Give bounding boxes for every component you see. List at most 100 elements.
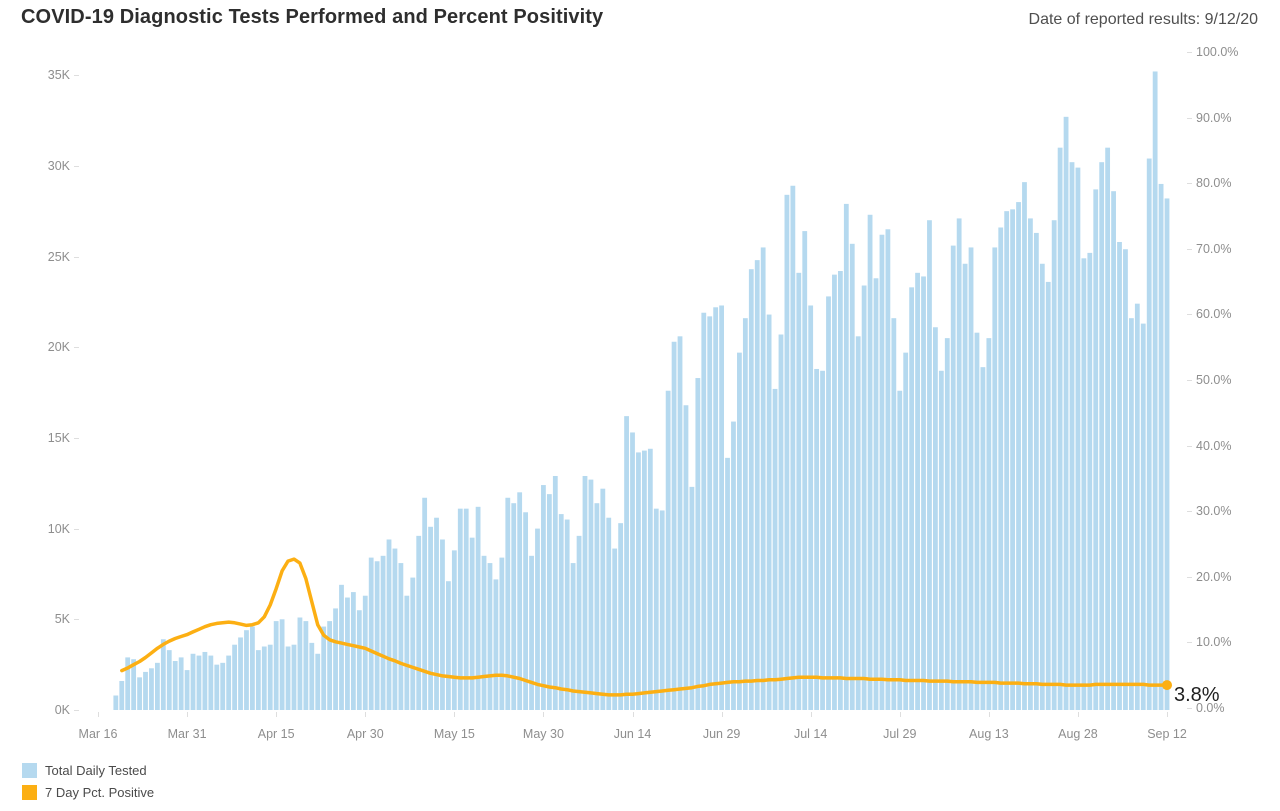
- tested-bar[interactable]: [232, 644, 237, 710]
- tested-bar[interactable]: [327, 621, 333, 710]
- tested-bar[interactable]: [790, 185, 796, 710]
- tested-bar[interactable]: [707, 316, 713, 710]
- tested-bar[interactable]: [588, 479, 594, 710]
- tested-bar[interactable]: [772, 388, 778, 710]
- tested-bar[interactable]: [731, 421, 736, 710]
- tested-bar[interactable]: [113, 695, 119, 710]
- tested-bar[interactable]: [903, 352, 909, 710]
- tested-bar[interactable]: [885, 229, 891, 711]
- tested-bar[interactable]: [737, 352, 742, 710]
- tested-bar[interactable]: [440, 539, 445, 710]
- tested-bar[interactable]: [956, 218, 962, 710]
- tested-bar[interactable]: [131, 659, 137, 710]
- tested-bar[interactable]: [950, 245, 956, 710]
- tested-bar[interactable]: [1123, 249, 1128, 711]
- tested-bar[interactable]: [909, 287, 915, 710]
- tested-bar[interactable]: [1152, 71, 1158, 711]
- tested-bar[interactable]: [214, 664, 220, 710]
- tested-bar[interactable]: [267, 644, 273, 710]
- tested-bar[interactable]: [535, 528, 540, 710]
- tested-bar[interactable]: [725, 457, 730, 710]
- tested-bar[interactable]: [422, 497, 428, 710]
- tested-bar[interactable]: [184, 670, 190, 710]
- tested-bar[interactable]: [1087, 252, 1093, 710]
- tested-bar[interactable]: [154, 662, 160, 710]
- tested-bar[interactable]: [968, 247, 974, 710]
- tested-bar[interactable]: [273, 621, 279, 710]
- tested-bar[interactable]: [1081, 258, 1087, 710]
- tested-bar[interactable]: [873, 278, 879, 710]
- tested-bar[interactable]: [428, 526, 433, 710]
- tested-bar[interactable]: [404, 595, 410, 710]
- tested-bar[interactable]: [701, 312, 707, 710]
- tested-bar[interactable]: [760, 247, 766, 710]
- tested-bar[interactable]: [606, 517, 612, 710]
- tested-bar[interactable]: [202, 651, 208, 710]
- tested-bar[interactable]: [582, 475, 588, 710]
- tested-bar[interactable]: [1069, 162, 1075, 711]
- tested-bar[interactable]: [814, 368, 820, 710]
- tested-bar[interactable]: [796, 272, 802, 710]
- tested-bar[interactable]: [677, 336, 683, 710]
- tested-bar[interactable]: [309, 642, 315, 710]
- tested-bar[interactable]: [1146, 158, 1152, 710]
- tested-bar[interactable]: [297, 617, 303, 710]
- tested-bar[interactable]: [820, 370, 825, 710]
- tested-bar[interactable]: [178, 657, 184, 710]
- tested-bar[interactable]: [624, 416, 629, 710]
- tested-bar[interactable]: [368, 557, 374, 710]
- tested-bar[interactable]: [285, 646, 291, 710]
- tested-bar[interactable]: [826, 296, 831, 710]
- tested-bar[interactable]: [837, 271, 843, 710]
- tested-bar[interactable]: [345, 597, 350, 710]
- tested-bar[interactable]: [570, 563, 576, 710]
- tested-bar[interactable]: [754, 260, 760, 710]
- tested-bar[interactable]: [802, 231, 808, 710]
- tested-bar[interactable]: [451, 550, 457, 710]
- tested-bar[interactable]: [196, 655, 202, 710]
- tested-bar[interactable]: [250, 626, 255, 710]
- tested-bar[interactable]: [636, 452, 641, 710]
- tested-bar[interactable]: [618, 523, 624, 710]
- tested-bar[interactable]: [992, 247, 998, 710]
- tested-bar[interactable]: [1105, 147, 1111, 710]
- tested-bar[interactable]: [416, 535, 422, 710]
- tested-bar[interactable]: [576, 535, 582, 710]
- tested-bar[interactable]: [855, 336, 861, 710]
- tested-bar[interactable]: [564, 519, 570, 710]
- tested-bar[interactable]: [558, 514, 564, 710]
- tested-bar[interactable]: [1063, 116, 1069, 710]
- tested-bar[interactable]: [933, 327, 938, 710]
- tested-bar[interactable]: [1117, 241, 1122, 711]
- tested-bar[interactable]: [849, 243, 855, 711]
- tested-bar[interactable]: [499, 557, 505, 710]
- tested-bar[interactable]: [1028, 218, 1033, 710]
- tested-bar[interactable]: [255, 650, 261, 710]
- tested-bar[interactable]: [166, 650, 172, 710]
- tested-bar[interactable]: [463, 508, 469, 710]
- tested-bar[interactable]: [665, 390, 671, 710]
- tested-bar[interactable]: [517, 492, 523, 710]
- tested-bar[interactable]: [1111, 191, 1116, 710]
- tested-bar[interactable]: [238, 637, 243, 710]
- tested-bar[interactable]: [244, 630, 249, 710]
- tested-bar[interactable]: [1128, 318, 1134, 710]
- tested-bar[interactable]: [1039, 263, 1045, 710]
- tested-bar[interactable]: [808, 305, 814, 710]
- tested-bar[interactable]: [339, 584, 344, 710]
- tested-bar[interactable]: [671, 341, 677, 710]
- tested-bar[interactable]: [1099, 162, 1105, 711]
- tested-bar[interactable]: [784, 194, 790, 710]
- tested-bar[interactable]: [927, 220, 932, 710]
- tested-bar[interactable]: [891, 318, 897, 710]
- tested-bar[interactable]: [612, 548, 618, 710]
- tested-bar[interactable]: [1051, 220, 1057, 710]
- tested-bar[interactable]: [938, 370, 944, 710]
- tested-bar[interactable]: [350, 592, 356, 710]
- tested-bar[interactable]: [1134, 303, 1140, 710]
- tested-bar[interactable]: [333, 608, 338, 710]
- tested-bar[interactable]: [487, 563, 493, 710]
- tested-bar[interactable]: [980, 367, 986, 710]
- tested-bar[interactable]: [594, 503, 600, 710]
- tested-bar[interactable]: [921, 276, 926, 710]
